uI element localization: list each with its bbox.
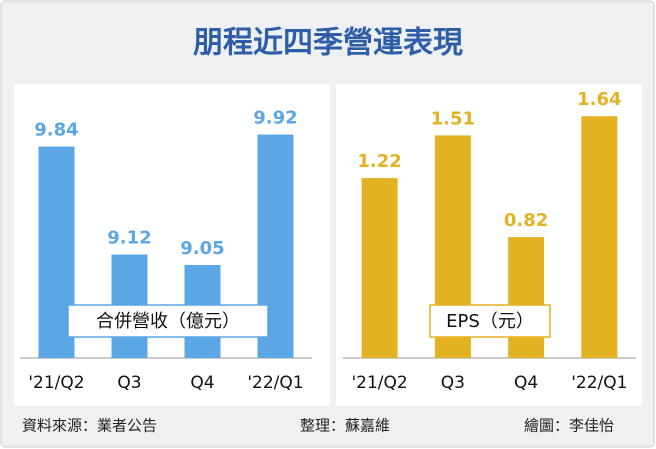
legend-box <box>429 304 551 338</box>
value-label: 1.22 <box>357 151 401 172</box>
x-tick-label: Q3 <box>117 373 141 393</box>
bar <box>361 178 398 358</box>
value-label: 1.51 <box>431 108 475 129</box>
legend-label: EPS（元） <box>446 311 534 332</box>
value-label: 9.84 <box>34 120 78 141</box>
legend-label: 合併營收（億元） <box>96 311 240 332</box>
x-tick-label: Q4 <box>190 373 214 393</box>
footer-source: 資料來源：業者公告 <box>22 417 157 435</box>
value-label: 9.05 <box>180 238 224 259</box>
x-tick-label: '21/Q2 <box>352 373 408 393</box>
value-label: 0.82 <box>504 210 548 231</box>
footer-artist: 繪圖：李佳怡 <box>524 417 614 435</box>
x-tick-label: Q3 <box>441 373 465 393</box>
footer-editor: 整理：蘇嘉維 <box>300 417 390 435</box>
x-tick-label: '22/Q1 <box>571 373 627 393</box>
bar <box>508 237 545 358</box>
bar <box>581 116 618 359</box>
value-label: 1.64 <box>577 89 621 110</box>
value-label: 9.12 <box>107 228 151 249</box>
x-tick-label: Q4 <box>514 373 538 393</box>
legend-box <box>67 304 269 338</box>
chart-title: 朋程近四季營運表現 <box>193 26 463 61</box>
x-tick-label: '22/Q1 <box>247 373 303 393</box>
x-tick-label: '21/Q2 <box>28 373 84 393</box>
value-label: 9.92 <box>253 108 297 129</box>
